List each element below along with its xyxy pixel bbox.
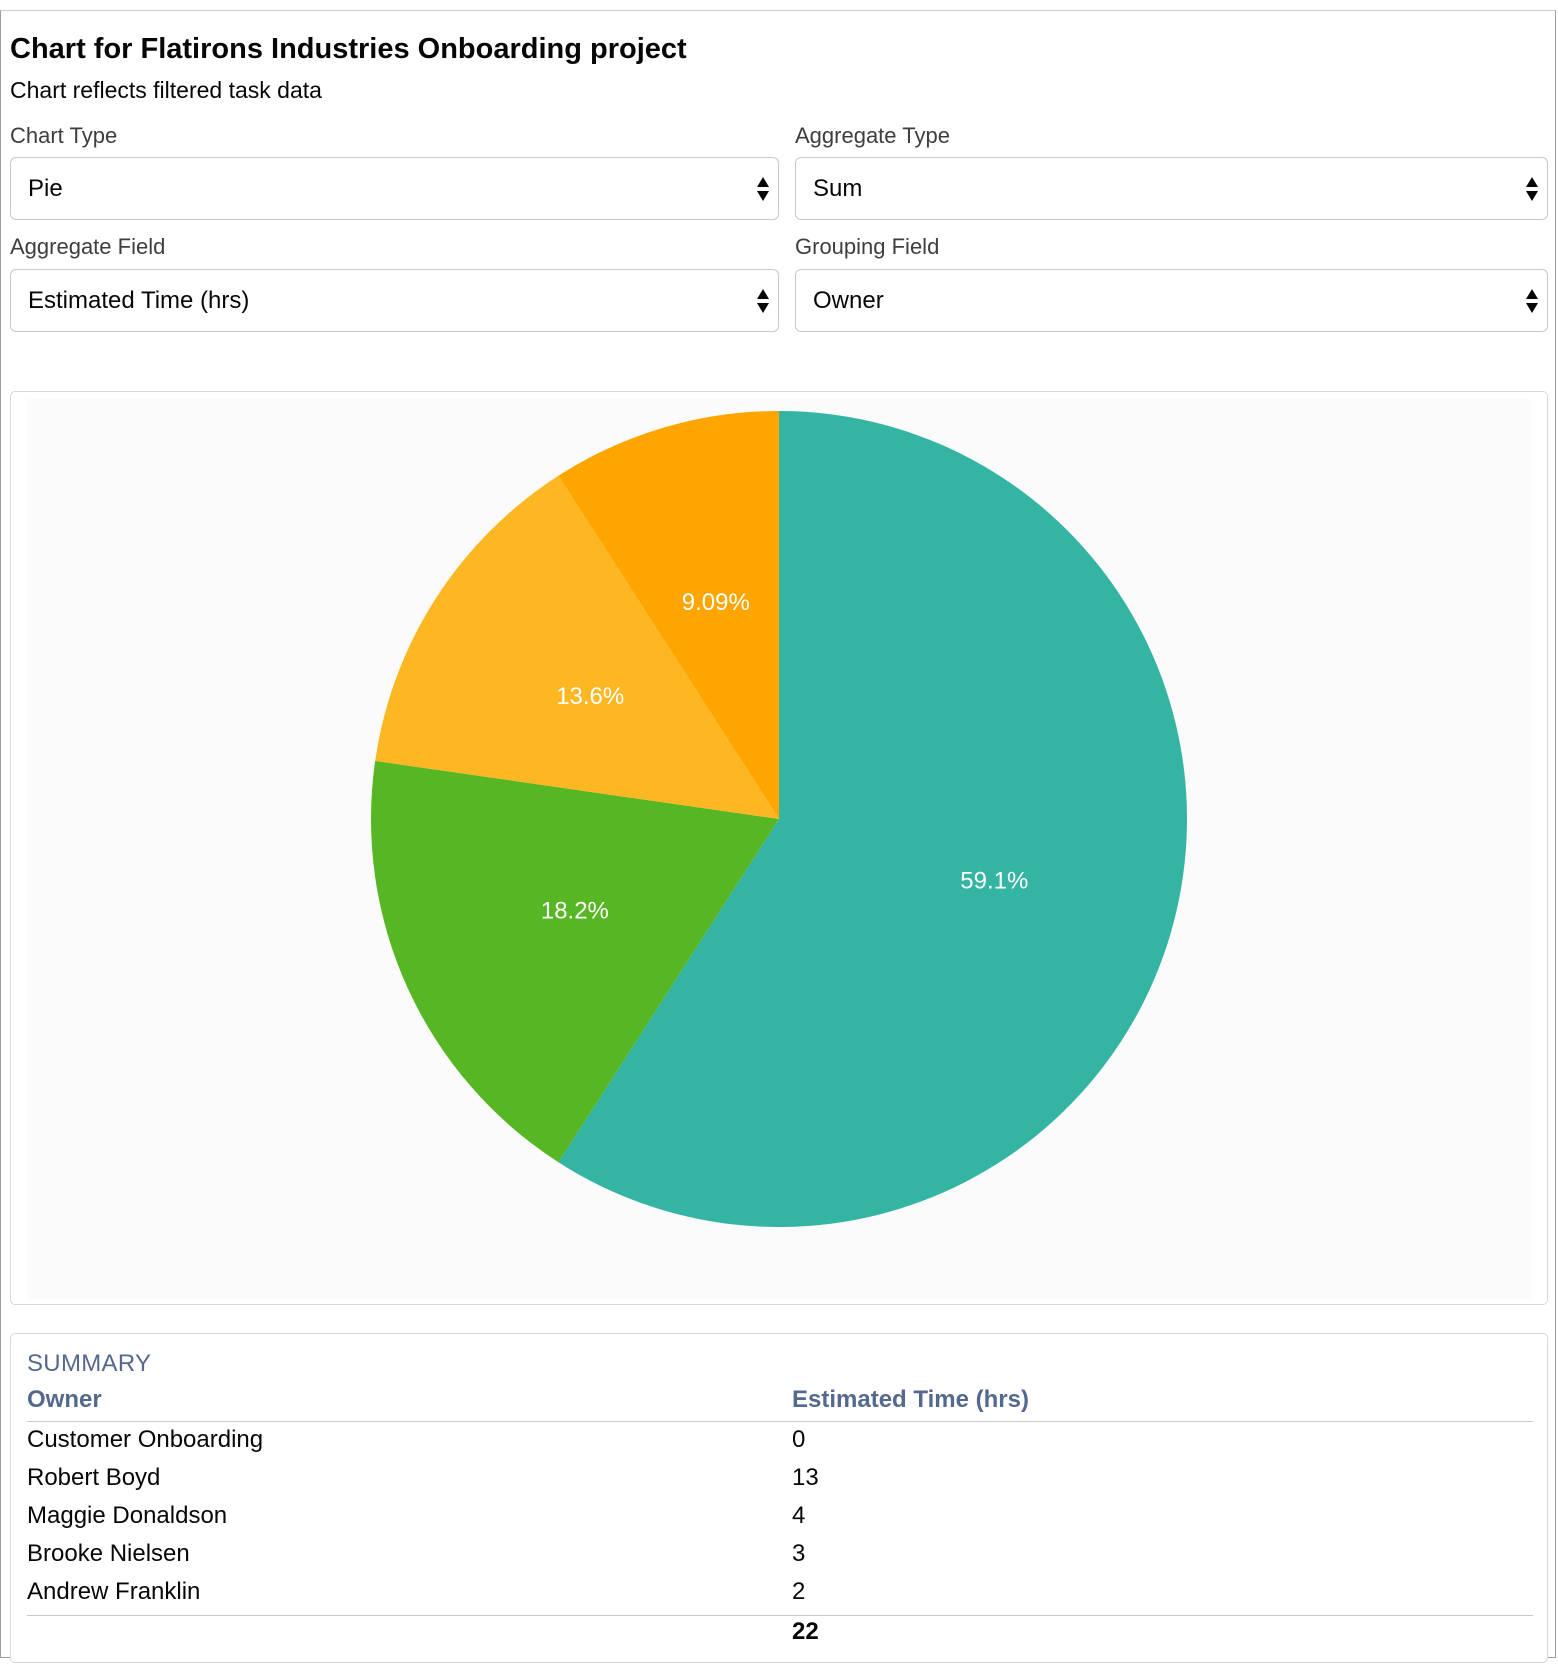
aggregate-type-value: Sum [813,174,863,202]
select-arrows-icon [1526,176,1538,201]
summary-row-owner: Robert Boyd [27,1464,161,1491]
summary-total-divider [27,1615,1533,1616]
summary-header-estimated-time: Estimated Time (hrs) [792,1386,1029,1413]
pie-slice[interactable] [371,760,779,1163]
summary-header-owner: Owner [27,1386,102,1413]
chart-type-label: Chart Type [10,123,118,148]
pie-slice[interactable] [375,475,779,819]
summary-section: SUMMARY Owner Estimated Time (hrs) Custo… [10,1333,1548,1663]
page-subtitle: Chart reflects filtered task data [10,77,322,103]
summary-title: SUMMARY [27,1350,152,1377]
aggregate-type-label: Aggregate Type [795,123,950,148]
pie-slice[interactable] [558,411,1187,1227]
pie-slice-label: 18.2% [541,898,609,925]
select-arrows-icon [757,176,769,201]
chart-panel: Chart for Flatirons Industries Onboardin… [0,10,1556,1663]
pie-slice-label: 59.1% [960,868,1028,895]
summary-row-value: 13 [792,1464,819,1491]
pie-slice-label: 13.6% [556,683,624,710]
summary-row-owner: Brooke Nielsen [27,1540,190,1567]
aggregate-field-label: Aggregate Field [10,234,166,259]
summary-row-value: 2 [792,1578,806,1605]
summary-row-owner: Customer Onboarding [27,1426,264,1453]
grouping-field-label: Grouping Field [795,234,940,259]
chart-type-value: Pie [28,174,63,202]
chart-container: 59.1% 18.2% 13.6% 9.09% [10,391,1548,1305]
chart-plot-area: 59.1% 18.2% 13.6% 9.09% [27,399,1531,1299]
summary-header-divider [27,1421,1533,1422]
summary-row-value: 0 [792,1426,806,1453]
summary-row-value: 4 [792,1502,806,1529]
pie-slice-label: 9.09% [682,589,750,616]
summary-row-owner: Maggie Donaldson [27,1502,228,1529]
select-arrows-icon [757,288,769,313]
pie-chart: 59.1% 18.2% 13.6% 9.09% [371,411,1187,1227]
grouping-field-value: Owner [813,286,884,314]
summary-row-owner: Andrew Franklin [27,1578,201,1605]
grouping-field-select[interactable]: Owner [795,269,1548,332]
aggregate-type-select[interactable]: Sum [795,157,1548,220]
page-title: Chart for Flatirons Industries Onboardin… [10,33,687,65]
summary-total: 22 [792,1618,819,1645]
chart-type-select[interactable]: Pie [10,157,779,220]
select-arrows-icon [1526,288,1538,313]
aggregate-field-select[interactable]: Estimated Time (hrs) [10,269,779,332]
pie-slice[interactable] [558,411,779,819]
summary-row-value: 3 [792,1540,806,1567]
aggregate-field-value: Estimated Time (hrs) [28,286,250,314]
